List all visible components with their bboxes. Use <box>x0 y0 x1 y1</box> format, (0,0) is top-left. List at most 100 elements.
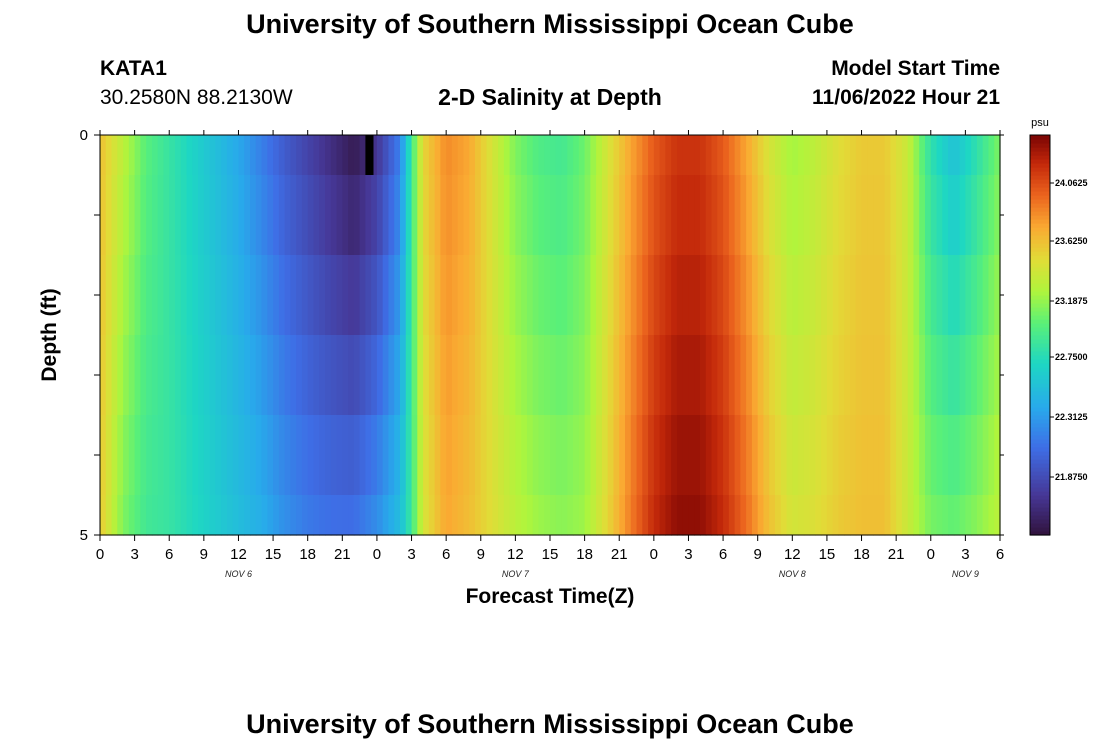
heatmap-cell <box>930 175 938 256</box>
heatmap-cell <box>630 135 638 176</box>
heatmap-cell <box>463 255 470 336</box>
heatmap-cell <box>255 175 263 256</box>
heatmap-cell <box>636 495 643 536</box>
colorbar-unit: psu <box>1031 117 1049 129</box>
day-label: NOV 8 <box>779 569 806 579</box>
heatmap-cell <box>428 175 436 256</box>
heatmap-cell <box>682 335 690 416</box>
heatmap-cell <box>850 495 857 536</box>
colorbar-segment <box>1030 311 1050 316</box>
heatmap-cell <box>486 135 493 176</box>
heatmap-cell <box>786 335 793 416</box>
heatmap-cell <box>971 255 978 336</box>
heatmap-cell <box>901 495 909 536</box>
heatmap-cell <box>486 255 493 336</box>
heatmap-cell <box>607 135 615 176</box>
heatmap-cell <box>244 415 251 496</box>
heatmap-cell <box>676 175 684 256</box>
heatmap-cell <box>348 175 355 256</box>
heatmap-cell <box>982 335 990 416</box>
heatmap-cell <box>423 175 430 256</box>
heatmap-cell <box>648 135 655 176</box>
heatmap-cell <box>238 495 245 536</box>
heatmap-cell <box>625 495 632 536</box>
heatmap-cell <box>561 135 568 176</box>
heatmap-cell <box>515 335 522 416</box>
heatmap-cell <box>878 255 886 336</box>
heatmap-cell <box>371 135 378 176</box>
heatmap-cell <box>896 255 903 336</box>
heatmap-cell <box>613 175 620 256</box>
heatmap-cell <box>382 415 390 496</box>
colorbar-segment <box>1030 139 1050 144</box>
heatmap-cell <box>763 175 770 256</box>
heatmap-cell <box>330 255 338 336</box>
heatmap-cell <box>555 415 563 496</box>
heatmap-cell <box>209 495 216 536</box>
heatmap-cell <box>140 135 147 176</box>
heatmap-cell <box>192 255 199 336</box>
heatmap-cell <box>873 255 880 336</box>
heatmap-cell <box>959 135 966 176</box>
heatmap-cell <box>740 255 747 336</box>
heatmap-cell <box>855 495 863 536</box>
heatmap-cell <box>728 255 736 336</box>
heatmap-cell <box>526 255 534 336</box>
heatmap-cell <box>780 255 788 336</box>
heatmap-cell <box>140 175 147 256</box>
heatmap-cell <box>959 175 966 256</box>
heatmap-cell <box>157 135 165 176</box>
heatmap-cell <box>100 255 107 336</box>
heatmap-cell <box>301 495 309 536</box>
heatmap-cell <box>601 175 609 256</box>
x-tick-label: 0 <box>927 546 935 563</box>
heatmap-cell <box>936 175 943 256</box>
heatmap-cell <box>250 495 257 536</box>
heatmap-cell <box>682 175 690 256</box>
x-tick-label: 18 <box>299 546 316 563</box>
x-tick-label: 3 <box>684 546 692 563</box>
heatmap-cell <box>855 135 863 176</box>
heatmap-cell <box>382 135 390 176</box>
heatmap-cell <box>769 175 776 256</box>
heatmap-cell <box>890 415 897 496</box>
heatmap-cell <box>128 415 136 496</box>
heatmap-cell <box>988 135 995 176</box>
heatmap-cell <box>751 335 759 416</box>
colorbar-segment <box>1030 287 1050 292</box>
heatmap-cell <box>492 335 499 416</box>
heatmap-cell <box>400 415 407 496</box>
heatmap-cell <box>590 335 597 416</box>
heatmap-cell <box>763 135 770 176</box>
heatmap-cell <box>463 175 470 256</box>
heatmap-cell <box>255 255 263 336</box>
heatmap-cell <box>596 135 603 176</box>
colorbar-segment <box>1030 179 1050 184</box>
heatmap-cell <box>498 415 505 496</box>
heatmap-cell <box>480 175 488 256</box>
heatmap-cell <box>244 495 251 536</box>
heatmap-cell <box>209 175 216 256</box>
heatmap-cell <box>267 135 274 176</box>
colorbar-segment <box>1030 359 1050 364</box>
heatmap-cell <box>261 335 268 416</box>
heatmap-cell <box>567 255 574 336</box>
heatmap-cell <box>313 335 320 416</box>
heatmap-cell <box>728 415 736 496</box>
heatmap-cell <box>919 495 926 536</box>
colorbar-segment <box>1030 235 1050 240</box>
heatmap-cell <box>440 335 447 416</box>
heatmap-cell <box>694 415 701 496</box>
heatmap-cell <box>215 415 222 496</box>
colorbar-segment <box>1030 183 1050 188</box>
heatmap-cell <box>619 175 626 256</box>
heatmap-cell <box>625 135 632 176</box>
heatmap-cell <box>850 415 857 496</box>
heatmap-cell <box>694 335 701 416</box>
heatmap-cell <box>694 495 701 536</box>
heatmap-cell <box>353 255 361 336</box>
heatmap-cell <box>446 415 453 496</box>
heatmap-cell <box>815 415 822 496</box>
heatmap-cell <box>238 335 245 416</box>
heatmap-cell <box>140 335 147 416</box>
